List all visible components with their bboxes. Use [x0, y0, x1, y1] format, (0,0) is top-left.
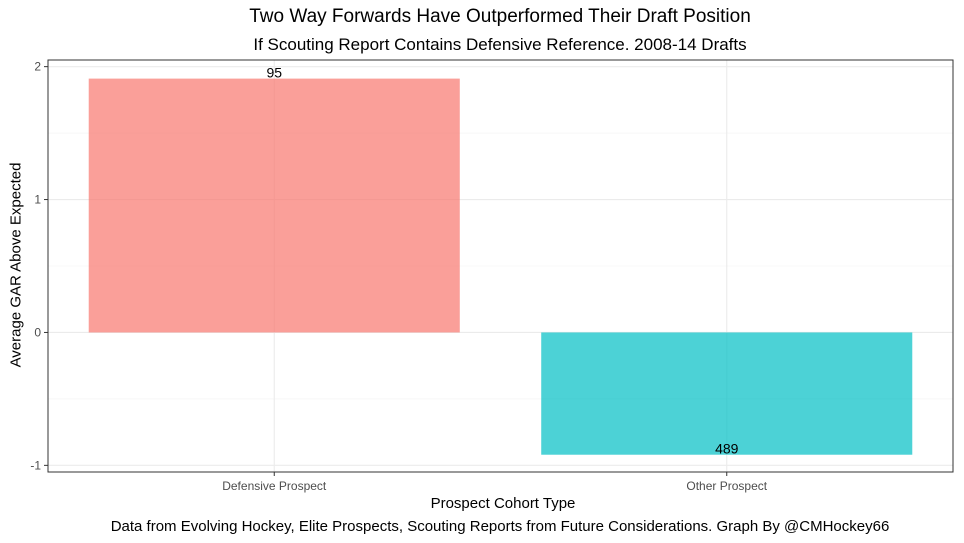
- chart-title: Two Way Forwards Have Outperformed Their…: [249, 6, 751, 27]
- x-tick-label: Defensive Prospect: [222, 479, 327, 493]
- chart-subtitle: If Scouting Report Contains Defensive Re…: [253, 35, 747, 54]
- x-axis-label: Prospect Cohort Type: [430, 495, 576, 512]
- x-tick-label: Other Prospect: [686, 479, 767, 493]
- data-label: 95: [266, 65, 282, 81]
- data-label: 489: [715, 441, 739, 457]
- chart-caption: Data from Evolving Hockey, Elite Prospec…: [110, 518, 890, 535]
- y-tick-label: 2: [34, 60, 41, 74]
- y-tick-label: 1: [34, 193, 41, 207]
- panel-border: [47, 59, 954, 473]
- y-axis-ticks: -1 0 1 2: [30, 60, 48, 472]
- y-tick-label: 0: [34, 325, 41, 339]
- x-axis-ticks: Defensive Prospect Other Prospect: [222, 472, 768, 493]
- bars: [88, 78, 913, 455]
- bar-defensive-prospect: [88, 78, 460, 333]
- data-labels: 95 489: [266, 65, 738, 457]
- y-tick-label: -1: [30, 458, 41, 472]
- bar-other-prospect: [541, 332, 913, 455]
